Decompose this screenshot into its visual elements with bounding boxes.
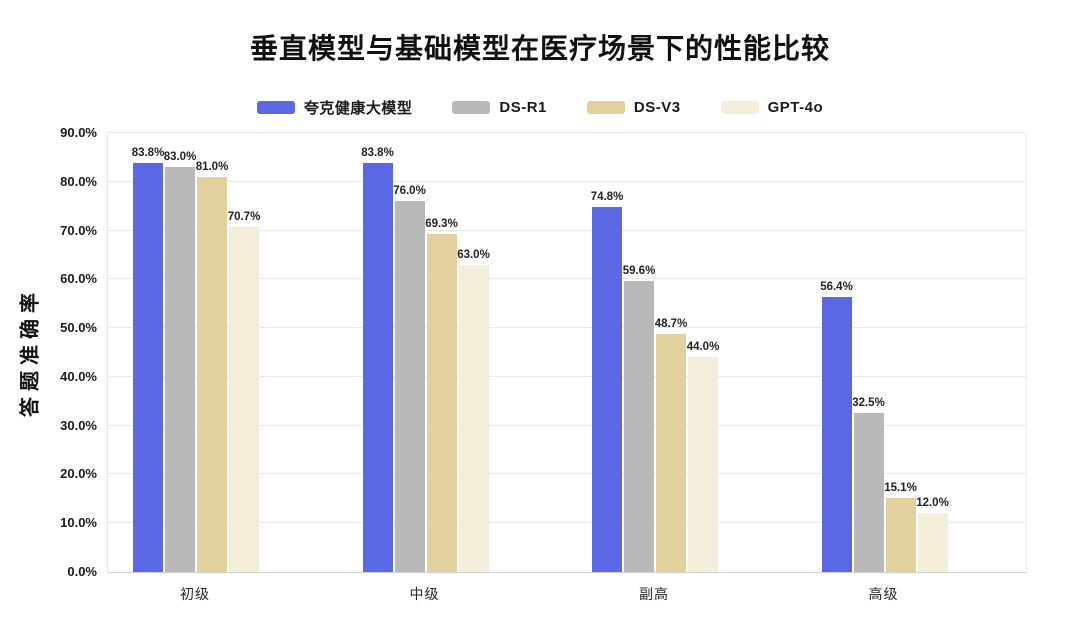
- bar: [624, 281, 654, 572]
- bar-value-label: 59.6%: [622, 265, 656, 278]
- bar: [197, 176, 227, 572]
- bar-value-label: 81.0%: [195, 160, 229, 173]
- bar-column: 59.6%: [622, 133, 656, 572]
- bar-column: 44.0%: [686, 133, 720, 572]
- bar: [853, 413, 884, 572]
- bar-value-label: 32.5%: [852, 397, 885, 410]
- bar: [165, 167, 195, 572]
- bar-column: 76.0%: [393, 133, 426, 572]
- bar: [458, 264, 489, 572]
- bar-value-label: 48.7%: [654, 318, 688, 331]
- y-tick-label: 90.0%: [60, 125, 97, 140]
- bar: [885, 498, 916, 572]
- x-category-label: 高级: [868, 586, 899, 602]
- legend-label: GPT-4o: [767, 99, 824, 116]
- y-tick-label: 30.0%: [60, 417, 97, 433]
- bar-column: 69.3%: [425, 133, 458, 572]
- x-category-label: 副高: [639, 586, 669, 602]
- bar-column: 15.1%: [884, 133, 917, 572]
- bar: [656, 334, 686, 572]
- gridline: [108, 278, 1026, 280]
- gridline: [108, 522, 1026, 524]
- bar: [362, 163, 393, 572]
- y-tick-label: 80.0%: [60, 173, 97, 189]
- legend-item: GPT-4o: [720, 99, 824, 116]
- bar: [229, 227, 259, 572]
- bar-value-label: 83.8%: [131, 147, 165, 160]
- gridline: [108, 132, 1026, 133]
- bar: [133, 163, 163, 572]
- y-tick-label: 0.0%: [67, 564, 97, 579]
- bar-value-label: 83.0%: [163, 151, 197, 164]
- bar-column: 83.8%: [361, 133, 394, 572]
- bar-value-label: 12.0%: [916, 497, 949, 510]
- x-category-label: 中级: [409, 586, 440, 602]
- y-tick-label: 10.0%: [60, 515, 97, 531]
- bar-column: 48.7%: [654, 133, 688, 572]
- x-category-label: 初级: [180, 586, 210, 602]
- bar-group: 56.4% 32.5% 15.1% 12.0%: [820, 133, 949, 572]
- y-tick-label: 60.0%: [60, 271, 97, 287]
- legend-swatch: [452, 101, 491, 114]
- gridline: [108, 229, 1026, 231]
- gridline: [108, 424, 1026, 426]
- bar-value-label: 63.0%: [457, 248, 490, 261]
- bar: [917, 513, 948, 572]
- bar-value-label: 76.0%: [393, 185, 426, 198]
- gridline: [108, 327, 1026, 329]
- legend-item: 夸克健康大模型: [256, 97, 413, 118]
- legend-item: DS-V3: [586, 99, 681, 116]
- bar: [821, 296, 852, 572]
- bar-value-label: 83.8%: [361, 147, 394, 160]
- bar-value-label: 74.8%: [590, 191, 624, 204]
- legend-item: DS-R1: [452, 99, 547, 116]
- legend-label: DS-R1: [499, 99, 547, 116]
- bar-column: 74.8%: [590, 133, 624, 572]
- bar-column: 63.0%: [457, 133, 490, 572]
- gridline: [108, 473, 1026, 475]
- legend: 夸克健康大模型 DS-R1 DS-V3 GPT-4o: [0, 97, 1080, 118]
- bar-column: 83.8%: [131, 133, 165, 572]
- y-tick-label: 70.0%: [60, 222, 97, 238]
- bar-column: 70.7%: [227, 133, 261, 572]
- legend-swatch: [720, 101, 759, 114]
- y-axis-tick-labels: 0.0% 10.0% 20.0% 30.0% 40.0% 50.0% 60.0% 70.0% 8…: [0, 125, 97, 579]
- bar-value-label: 56.4%: [820, 280, 853, 293]
- bar-group: 83.8% 83.0% 81.0% 70.7%: [131, 133, 261, 572]
- bar-value-label: 70.7%: [227, 211, 261, 224]
- bar-value-label: 69.3%: [425, 217, 458, 230]
- bar-value-label: 15.1%: [884, 482, 917, 495]
- bar-column: 83.0%: [163, 133, 197, 572]
- bar-column: 12.0%: [916, 133, 949, 572]
- bar: [426, 233, 457, 572]
- legend-label: 夸克健康大模型: [303, 100, 413, 117]
- gridline: [108, 375, 1026, 377]
- y-tick-label: 20.0%: [60, 466, 97, 482]
- bar: [592, 207, 622, 572]
- legend-label: DS-V3: [633, 99, 681, 116]
- bar: [394, 201, 425, 572]
- plot-area: 83.8% 83.0% 81.0% 70.7% 83.8% 76.0% 69.3% 63.0%…: [107, 132, 1027, 573]
- bar-column: 32.5%: [852, 133, 885, 572]
- bar-column: 56.4%: [820, 133, 853, 572]
- bar-group: 83.8% 76.0% 69.3% 63.0%: [361, 133, 490, 572]
- y-tick-label: 50.0%: [60, 320, 97, 336]
- legend-swatch: [256, 101, 295, 114]
- chart-title: 垂直模型与基础模型在医疗场景下的性能比较: [249, 33, 830, 64]
- bar-value-label: 44.0%: [686, 341, 720, 354]
- legend-swatch: [586, 101, 625, 114]
- bar-column: 81.0%: [195, 133, 229, 572]
- y-tick-label: 40.0%: [60, 368, 97, 384]
- x-axis-labels: 初级 中级 副高 高级: [107, 584, 1025, 606]
- gridline: [108, 180, 1026, 182]
- bar-group: 74.8% 59.6% 48.7% 44.0%: [590, 133, 720, 572]
- bar: [688, 357, 718, 572]
